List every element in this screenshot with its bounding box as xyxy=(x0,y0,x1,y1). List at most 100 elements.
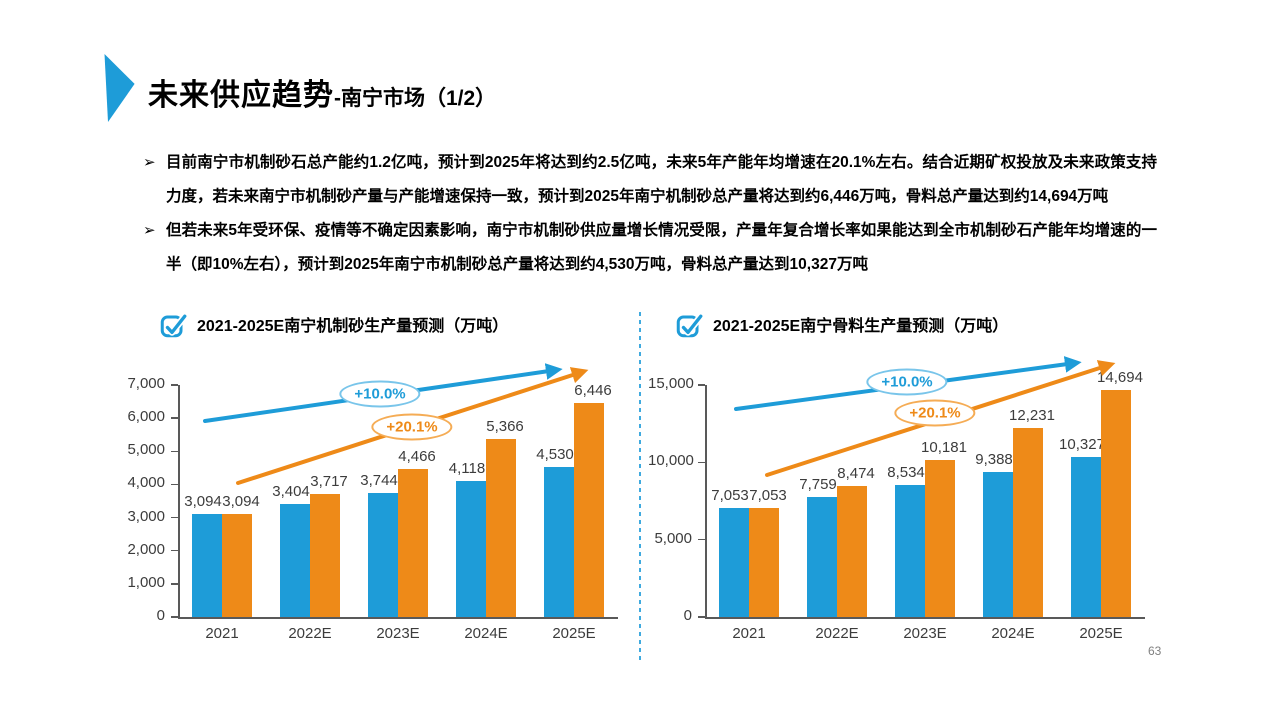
y-axis-tick xyxy=(171,583,178,585)
title-triangle-icon xyxy=(104,54,135,122)
category-label: 2021 xyxy=(732,625,766,642)
page-number: 63 xyxy=(1148,644,1162,658)
page-title-main: 未来供应趋势 xyxy=(148,79,334,112)
y-axis-tick xyxy=(171,384,178,386)
chart-title-row: 2021-2025E南宁机制砂生产量预测（万吨） xyxy=(160,309,620,339)
category-label: 2022E xyxy=(288,625,332,642)
bar xyxy=(807,496,837,617)
y-tick-label: 1,000 xyxy=(127,573,165,591)
bar xyxy=(486,439,516,617)
machine-sand-production-chart: 2021-2025E南宁机制砂生产量预测（万吨） 0 1,000 2,000 3,00… xyxy=(115,309,620,659)
bar xyxy=(280,504,310,617)
bullet-item: ➢ 但若未来5年受环保、疫情等不确定因素影响，南宁市机制砂供应量增长情况受限，产… xyxy=(143,214,1157,282)
y-tick-label: 10,000 xyxy=(648,452,694,470)
y-axis-tick xyxy=(171,483,178,486)
y-axis-line xyxy=(178,385,180,617)
bar xyxy=(925,459,955,617)
bar-value-label: 6,446 xyxy=(574,382,612,400)
bar-value-label: 9,388 xyxy=(975,450,1013,468)
aggregate-production-chart: 2021-2025E南宁骨料生产量预测（万吨） 0 5,000 10,000 15,0… xyxy=(648,309,1153,659)
y-axis-tick xyxy=(171,616,178,618)
bar xyxy=(222,514,252,617)
bar-value-label: 7,759 xyxy=(799,475,837,493)
bar-value-label: 3,744 xyxy=(360,471,398,489)
growth-rate-annotation: +10.0% xyxy=(339,380,421,408)
bar-value-label: 5,366 xyxy=(486,418,524,436)
x-axis-line xyxy=(178,617,618,619)
bar-value-label: 3,094 xyxy=(184,493,222,511)
y-axis-tick xyxy=(171,450,178,453)
bar xyxy=(837,485,867,617)
bar xyxy=(719,507,749,617)
bar xyxy=(1101,389,1131,617)
bar-value-label: 4,118 xyxy=(448,459,486,477)
chart-canvas: 0 5,000 10,000 15,000 2021 7,053 7,053 2022E 7,7… xyxy=(648,355,1153,655)
category-label: 2023E xyxy=(376,625,420,642)
y-axis-line xyxy=(705,385,707,617)
category-label: 2021 xyxy=(205,625,239,642)
y-axis-tick xyxy=(171,417,178,419)
y-tick-label: 0 xyxy=(156,607,165,624)
growth-rate-annotation: +20.1% xyxy=(371,413,453,441)
y-axis-tick xyxy=(698,461,705,464)
bullet-text: 但若未来5年受环保、疫情等不确定因素影响，南宁市机制砂供应量增长情况受限，产量年… xyxy=(166,222,1157,273)
page-title-suffix: -南宁市场（1/2） xyxy=(334,87,497,110)
y-tick-label: 2,000 xyxy=(127,540,165,558)
section-divider xyxy=(639,312,641,664)
bar-value-label: 10,181 xyxy=(921,438,967,456)
bar xyxy=(398,468,428,617)
bar-value-label: 7,053 xyxy=(711,486,749,504)
bar-value-label: 14,694 xyxy=(1097,368,1143,386)
category-label: 2025E xyxy=(1079,625,1123,642)
bar xyxy=(895,485,925,617)
x-axis-line xyxy=(705,617,1145,619)
y-tick-label: 0 xyxy=(683,607,692,624)
y-tick-label: 7,000 xyxy=(127,375,165,392)
y-tick-label: 5,000 xyxy=(127,441,165,459)
bar xyxy=(456,480,486,617)
bar xyxy=(983,471,1013,617)
page-title: 未来供应趋势 -南宁市场（1/2） xyxy=(148,70,496,114)
bar xyxy=(1071,457,1101,617)
bar-value-label: 4,530 xyxy=(536,445,574,463)
checkbox-check-icon xyxy=(676,311,703,338)
bar-value-label: 8,534 xyxy=(887,464,925,481)
growth-rate-annotation: +10.0% xyxy=(866,368,948,396)
bar xyxy=(310,493,340,617)
bar xyxy=(574,403,604,617)
category-label: 2024E xyxy=(991,625,1035,642)
y-tick-label: 4,000 xyxy=(127,474,165,492)
bullet-arrow-icon: ➢ xyxy=(143,222,156,239)
bullet-text: 目前南宁市机制砂石总产能约1.2亿吨，预计到2025年将达到约2.5亿吨，未来5… xyxy=(166,154,1157,205)
bullet-list: ➢ 目前南宁市机制砂石总产能约1.2亿吨，预计到2025年将达到约2.5亿吨，未… xyxy=(143,146,1157,282)
bar-value-label: 7,053 xyxy=(749,486,787,504)
y-axis-tick xyxy=(698,384,705,386)
y-axis-tick xyxy=(698,538,705,541)
y-tick-label: 6,000 xyxy=(127,408,165,426)
bar-value-label: 10,327 xyxy=(1059,436,1105,454)
category-label: 2022E xyxy=(815,625,859,642)
bar-value-label: 8,474 xyxy=(837,464,875,482)
chart-title: 2021-2025E南宁骨料生产量预测（万吨） xyxy=(713,318,1009,335)
y-axis-tick xyxy=(171,516,178,519)
category-label: 2023E xyxy=(903,625,947,642)
bar-value-label: 12,231 xyxy=(1009,406,1055,424)
category-label: 2024E xyxy=(464,625,508,642)
bar-value-label: 3,094 xyxy=(222,493,260,511)
y-tick-label: 15,000 xyxy=(648,375,694,392)
y-axis-tick xyxy=(698,616,705,618)
chart-canvas: 0 1,000 2,000 3,000 4,000 5,000 6,000 7,000 2021… xyxy=(115,355,620,655)
bar-value-label: 4,466 xyxy=(398,447,436,465)
bar xyxy=(368,492,398,617)
bullet-arrow-icon: ➢ xyxy=(143,154,156,171)
category-label: 2025E xyxy=(552,625,596,642)
bar-value-label: 3,404 xyxy=(272,483,310,501)
y-tick-label: 5,000 xyxy=(654,529,692,547)
y-tick-label: 3,000 xyxy=(127,507,165,525)
bar xyxy=(749,507,779,617)
chart-title-row: 2021-2025E南宁骨料生产量预测（万吨） xyxy=(676,309,1153,339)
bar xyxy=(544,466,574,617)
bar-value-label: 3,717 xyxy=(310,472,348,490)
bar xyxy=(1013,427,1043,617)
